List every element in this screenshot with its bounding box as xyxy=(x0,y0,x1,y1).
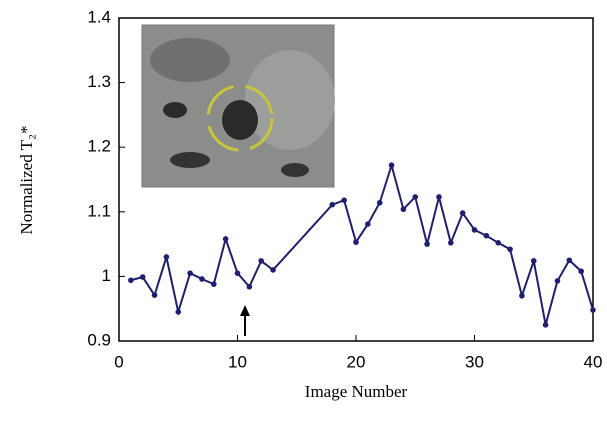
y-tick-label: 1.2 xyxy=(87,137,111,156)
arrow xyxy=(240,305,250,336)
data-point xyxy=(495,240,502,246)
data-point xyxy=(199,276,205,282)
x-tick-label: 40 xyxy=(584,352,603,371)
data-point xyxy=(554,278,561,284)
x-tick-label: 10 xyxy=(228,352,247,371)
data-point xyxy=(566,257,573,264)
data-point xyxy=(234,270,241,276)
y-axis-title: Normalized T₂* xyxy=(17,126,36,235)
x-tick-label: 20 xyxy=(347,352,366,371)
y-tick-label: 1.3 xyxy=(87,72,111,91)
y-tick-label: 1 xyxy=(102,266,111,285)
data-point xyxy=(459,210,466,216)
data-point xyxy=(448,240,454,246)
data-point xyxy=(590,307,596,313)
data-point xyxy=(542,322,549,328)
data-point xyxy=(175,309,182,315)
data-point xyxy=(471,227,478,233)
data-point xyxy=(519,292,525,299)
data-point xyxy=(376,199,383,206)
x-tick-label: 0 xyxy=(114,352,123,371)
data-point xyxy=(424,241,430,247)
data-point xyxy=(530,258,537,264)
data-point xyxy=(139,274,146,280)
data-point xyxy=(353,239,359,245)
data-point xyxy=(187,270,193,276)
data-point xyxy=(412,194,419,200)
data-point xyxy=(163,254,170,260)
data-point xyxy=(507,246,513,253)
data-point xyxy=(222,236,229,242)
x-tick-label: 30 xyxy=(465,352,484,371)
data-point xyxy=(436,194,442,200)
data-point xyxy=(258,258,265,264)
data-point xyxy=(270,267,276,273)
data-point xyxy=(365,221,371,227)
data-point xyxy=(388,162,395,169)
y-tick-label: 1.4 xyxy=(87,7,111,26)
y-tick-label: 1.1 xyxy=(87,201,111,220)
data-point xyxy=(341,197,347,203)
data-point xyxy=(578,268,584,275)
inset-image xyxy=(141,24,335,188)
data-line xyxy=(130,161,594,326)
data-point xyxy=(483,232,490,239)
y-tick-label: 0.9 xyxy=(87,330,111,349)
data-point xyxy=(400,206,407,213)
x-axis-title: Image Number xyxy=(305,382,408,401)
data-point xyxy=(128,277,134,284)
data-point xyxy=(151,292,158,298)
data-point xyxy=(211,281,217,287)
data-point xyxy=(246,283,253,290)
data-point xyxy=(329,201,336,208)
